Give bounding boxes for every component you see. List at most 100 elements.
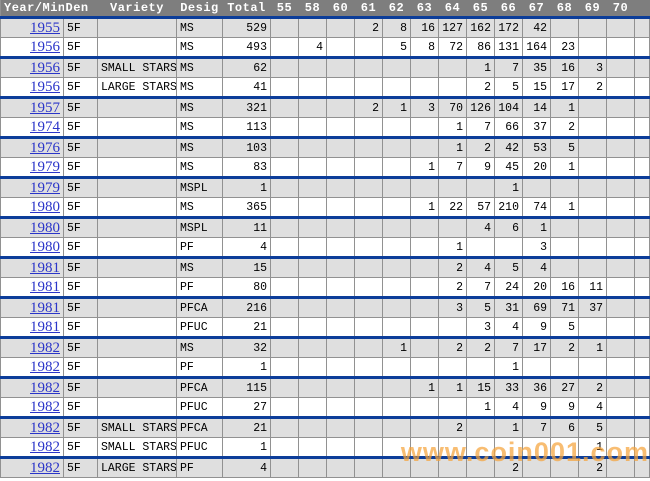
year-cell: 1982 [0, 417, 64, 438]
grade-69-cell [578, 237, 607, 259]
grade-60-cell [326, 17, 355, 38]
grade-68-cell [550, 177, 579, 198]
grade-68-cell [550, 457, 579, 478]
desig-cell: MS [176, 97, 223, 118]
grade-55-cell [270, 157, 299, 179]
grade-70-cell [606, 97, 635, 118]
year-link[interactable]: 1981 [30, 299, 60, 316]
table-row: 1982 5F PF 1 1 [0, 357, 650, 379]
table-row: 1974 5F MS 113 1 7 66 37 2 [0, 117, 650, 139]
year-link[interactable]: 1981 [30, 278, 60, 295]
year-link[interactable]: 1982 [30, 438, 60, 455]
year-link[interactable]: 1982 [30, 379, 60, 396]
grade-68-cell: 17 [550, 77, 579, 99]
grade-58-cell [298, 277, 327, 299]
sliver-cell [634, 57, 650, 78]
grade-61-cell [354, 317, 383, 339]
grade-58-cell [298, 417, 327, 438]
grade-63-cell: 1 [410, 377, 439, 398]
grade-55-cell [270, 277, 299, 299]
sliver-cell [634, 277, 650, 299]
grade-64-cell [438, 397, 467, 419]
grade-61-cell [354, 277, 383, 299]
grade-69-cell: 2 [578, 77, 607, 99]
grade-58-cell [298, 157, 327, 179]
year-link[interactable]: 1979 [30, 158, 60, 175]
grade-62-cell [382, 277, 411, 299]
year-link[interactable]: 1982 [30, 459, 60, 476]
grade-69-cell: 11 [578, 277, 607, 299]
grade-62-cell: 1 [382, 337, 411, 358]
grade-63-cell [410, 177, 439, 198]
year-link[interactable]: 1982 [30, 398, 60, 415]
year-link[interactable]: 1982 [30, 419, 60, 436]
year-link[interactable]: 1979 [30, 179, 60, 196]
grade-70-cell [606, 417, 635, 438]
den-cell: 5F [63, 417, 98, 438]
grade-67-cell: 9 [522, 397, 551, 419]
grade-70-cell [606, 117, 635, 139]
den-cell: 5F [63, 237, 98, 259]
grade-62-cell [382, 457, 411, 478]
sliver-cell [634, 397, 650, 419]
grade-67-cell: 69 [522, 297, 551, 318]
variety-cell [97, 37, 177, 59]
year-cell: 1981 [0, 297, 64, 318]
year-link[interactable]: 1955 [30, 19, 60, 36]
grade-69-cell: 37 [578, 297, 607, 318]
grade-63-cell [410, 437, 439, 459]
sliver-cell [634, 257, 650, 278]
grade-58-cell [298, 177, 327, 198]
table-row: 1957 5F MS 321 2 1 3 70 126 104 14 1 [0, 97, 650, 118]
grade-62-cell [382, 417, 411, 438]
grade-61-cell [354, 137, 383, 158]
grade-66-cell: 104 [494, 97, 523, 118]
year-link[interactable]: 1982 [30, 358, 60, 375]
grade-60-cell [326, 137, 355, 158]
variety-cell [97, 397, 177, 419]
grade-63-cell [410, 297, 439, 318]
grade-58-cell [298, 397, 327, 419]
grade-65-cell: 15 [466, 377, 495, 398]
total-cell: 321 [222, 97, 271, 118]
year-link[interactable]: 1956 [30, 78, 60, 95]
year-cell: 1956 [0, 57, 64, 78]
grade-69-cell [578, 17, 607, 38]
total-cell: 529 [222, 17, 271, 38]
year-cell: 1982 [0, 377, 64, 398]
year-cell: 1956 [0, 77, 64, 99]
desig-cell: MS [176, 197, 223, 219]
den-cell: 5F [63, 317, 98, 339]
year-link[interactable]: 1974 [30, 118, 60, 135]
grade-55-cell [270, 437, 299, 459]
grade-66-cell: 2 [494, 457, 523, 478]
year-link[interactable]: 1956 [30, 38, 60, 55]
year-link[interactable]: 1980 [30, 198, 60, 215]
year-link[interactable]: 1956 [30, 59, 60, 76]
grade-66-cell: 210 [494, 197, 523, 219]
year-link[interactable]: 1980 [30, 238, 60, 255]
grade-66-cell: 5 [494, 257, 523, 278]
grade-63-cell: 16 [410, 17, 439, 38]
year-link[interactable]: 1957 [30, 99, 60, 116]
column-header-55: 55 [270, 0, 299, 19]
year-link[interactable]: 1981 [30, 318, 60, 335]
column-header-total: Total [222, 0, 271, 19]
grade-65-cell: 3 [466, 317, 495, 339]
grade-58-cell [298, 237, 327, 259]
grade-70-cell [606, 257, 635, 278]
table-row: 1979 5F MS 83 1 7 9 45 20 1 [0, 157, 650, 179]
table-body: 1955 5F MS 529 2 8 16 127 162 172 42 1956 5F MS 493 4 5 8… [0, 17, 650, 478]
grade-64-cell: 1 [438, 117, 467, 139]
grade-62-cell [382, 117, 411, 139]
grade-63-cell [410, 337, 439, 358]
grade-58-cell [298, 77, 327, 99]
year-link[interactable]: 1980 [30, 219, 60, 236]
desig-cell: PF [176, 237, 223, 259]
grade-55-cell [270, 237, 299, 259]
year-link[interactable]: 1976 [30, 139, 60, 156]
year-link[interactable]: 1981 [30, 259, 60, 276]
year-link[interactable]: 1982 [30, 339, 60, 356]
year-cell: 1981 [0, 317, 64, 339]
variety-cell [97, 277, 177, 299]
